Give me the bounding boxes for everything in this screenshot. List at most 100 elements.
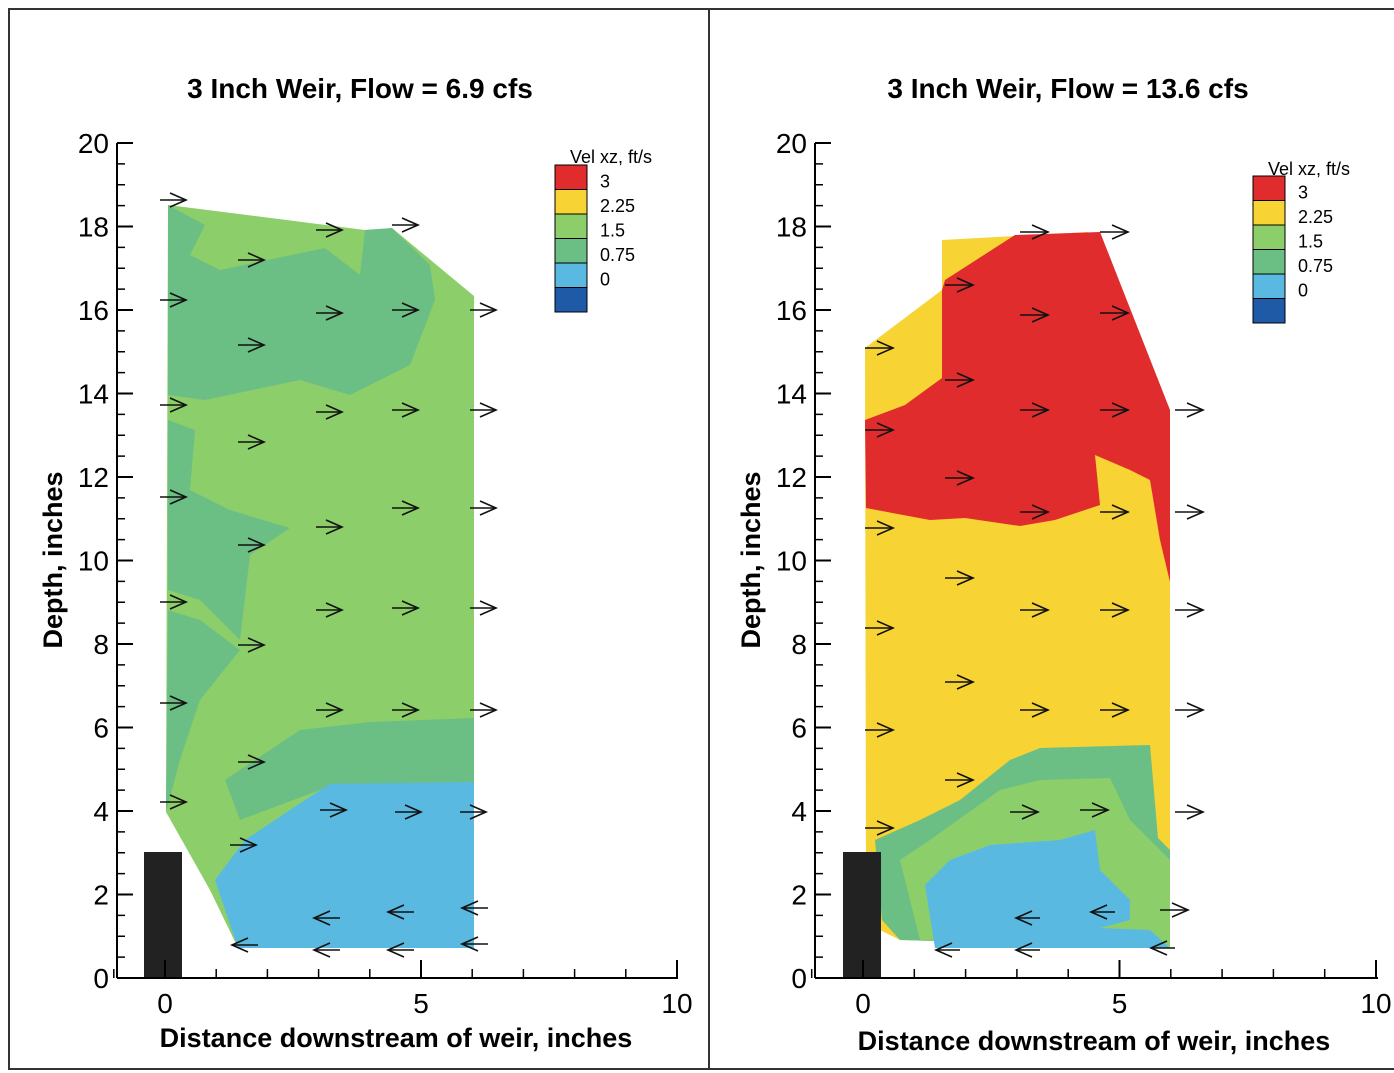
legend-title: Vel xz, ft/s (1268, 159, 1350, 179)
vector-arrow-head (325, 404, 344, 420)
chart-title: 3 Inch Weir, Flow = 13.6 cfs (887, 73, 1248, 104)
vector-arrow-head (479, 302, 498, 318)
y-tick-label: 14 (78, 379, 109, 410)
vector-arrow-head (404, 804, 423, 820)
vector-arrow-head (1021, 804, 1040, 820)
contour-region-red (865, 232, 1170, 582)
y-tick-label: 18 (78, 212, 109, 243)
vector-arrow-head (479, 402, 498, 418)
y-tick-label: 8 (791, 629, 807, 660)
legend-level-label: 0.75 (1298, 256, 1333, 276)
legend: Vel xz, ft/s 3 2.25 1.5 0.75 0 (1252, 159, 1350, 324)
velocity-vectors (865, 224, 1205, 958)
vector-arrow-head (312, 910, 331, 926)
vector-arrow-head (876, 520, 895, 536)
y-tick-label: 12 (776, 462, 807, 493)
y-axis-label: Depth, inches (38, 471, 68, 648)
vector-arrow-head (876, 340, 895, 356)
y-tick-label: 10 (78, 546, 109, 577)
legend-level-label: 0 (600, 270, 610, 290)
contour-region-medgreen (168, 205, 435, 400)
x-tick-label: 0 (157, 988, 173, 1019)
vector-arrow-head (1031, 307, 1050, 323)
vector-arrow-head (401, 702, 420, 718)
y-tick-label: 2 (93, 880, 109, 911)
vector-arrow-head (934, 942, 953, 958)
legend-title: Vel xz, ft/s (570, 147, 652, 167)
y-tick-label: 14 (776, 379, 807, 410)
vector-arrow-head (169, 292, 188, 308)
legend-level-label: 2.25 (1298, 207, 1333, 227)
vector-arrow-head (1031, 702, 1050, 718)
legend-level-label: 1.5 (1298, 232, 1323, 252)
vector-arrow-head (1111, 602, 1130, 618)
contour-region-blue (925, 830, 1170, 948)
vector-arrow-head (247, 537, 266, 553)
vector-arrow-head (325, 222, 344, 238)
legend: Vel xz, ft/s 3 2.25 1.5 0.75 0 (554, 147, 652, 313)
chart-left: 3 Inch Weir, Flow = 6.9 cfs 0 2 4 6 8 10 12 14 1… (38, 73, 693, 1053)
vector-arrow-head (169, 489, 188, 505)
vector-arrow-head (169, 695, 188, 711)
vector-arrow-head (956, 372, 975, 388)
vector-arrow-head (401, 402, 420, 418)
vector-arrow-head (1091, 802, 1110, 818)
contour-region-medgreen (168, 420, 290, 640)
vector-arrow-head (460, 900, 479, 916)
legend-swatch (554, 262, 588, 288)
vector-arrow-head (169, 594, 188, 610)
vector-arrow-head (479, 500, 498, 516)
legend-swatch (554, 213, 588, 239)
axes: 0 2 4 6 8 10 12 14 16 18 20 0 5 10 (776, 128, 1392, 1019)
contour-region-blue (215, 782, 474, 948)
y-tick-label: 2 (791, 880, 807, 911)
y-tick-label: 20 (776, 128, 807, 159)
vector-arrow-head (469, 804, 488, 820)
y-tick-label: 0 (791, 963, 807, 994)
weir-block (144, 852, 182, 978)
x-axis-label: Distance downstream of weir, inches (160, 1023, 633, 1053)
y-axis-label: Depth, inches (736, 471, 766, 648)
legend-level-label: 0.75 (600, 245, 635, 265)
vector-arrow-head (876, 722, 895, 738)
contour-regions (865, 232, 1170, 948)
legend-swatch (554, 189, 588, 215)
vector-arrow-head (386, 904, 405, 920)
vector-arrow-head (1014, 942, 1033, 958)
vector-arrow-head (1031, 402, 1050, 418)
vector-arrow-head (401, 217, 420, 233)
vector-arrow-head (325, 702, 344, 718)
vector-arrow-head (1186, 804, 1205, 820)
chart-title: 3 Inch Weir, Flow = 6.9 cfs (187, 73, 533, 104)
legend-swatch (1252, 298, 1286, 324)
vector-arrow-head (401, 302, 420, 318)
vector-arrow-head (1171, 902, 1190, 918)
vector-arrow-head (247, 754, 266, 770)
vector-arrow-head (1186, 702, 1205, 718)
vector-arrow-head (312, 942, 331, 958)
chart-right: 3 Inch Weir, Flow = 13.6 cfs 0 2 4 6 8 10 12 14… (736, 73, 1392, 1056)
vector-arrow-head (1014, 910, 1033, 926)
legend-swatch (1252, 224, 1286, 250)
vector-arrow-head (1186, 602, 1205, 618)
legend-swatch (1252, 175, 1286, 201)
vector-arrow-head (1111, 702, 1130, 718)
y-tick-label: 4 (93, 796, 109, 827)
vector-arrow-head (956, 570, 975, 586)
vector-arrow-head (1111, 224, 1130, 240)
x-tick-label: 5 (1112, 988, 1128, 1019)
legend-swatch (1252, 200, 1286, 226)
vector-arrow-head (460, 936, 479, 952)
vector-arrow-head (876, 422, 895, 438)
vector-arrow-head (956, 470, 975, 486)
vector-arrow-head (1111, 504, 1130, 520)
x-axis-label: Distance downstream of weir, inches (858, 1026, 1331, 1056)
vector-arrow-head (1031, 224, 1050, 240)
vector-arrow-head (956, 674, 975, 690)
legend-swatch (554, 287, 588, 313)
y-tick-label: 0 (93, 963, 109, 994)
vector-arrow-head (247, 252, 266, 268)
y-tick-label: 6 (791, 713, 807, 744)
vector-arrow-head (1111, 305, 1130, 321)
